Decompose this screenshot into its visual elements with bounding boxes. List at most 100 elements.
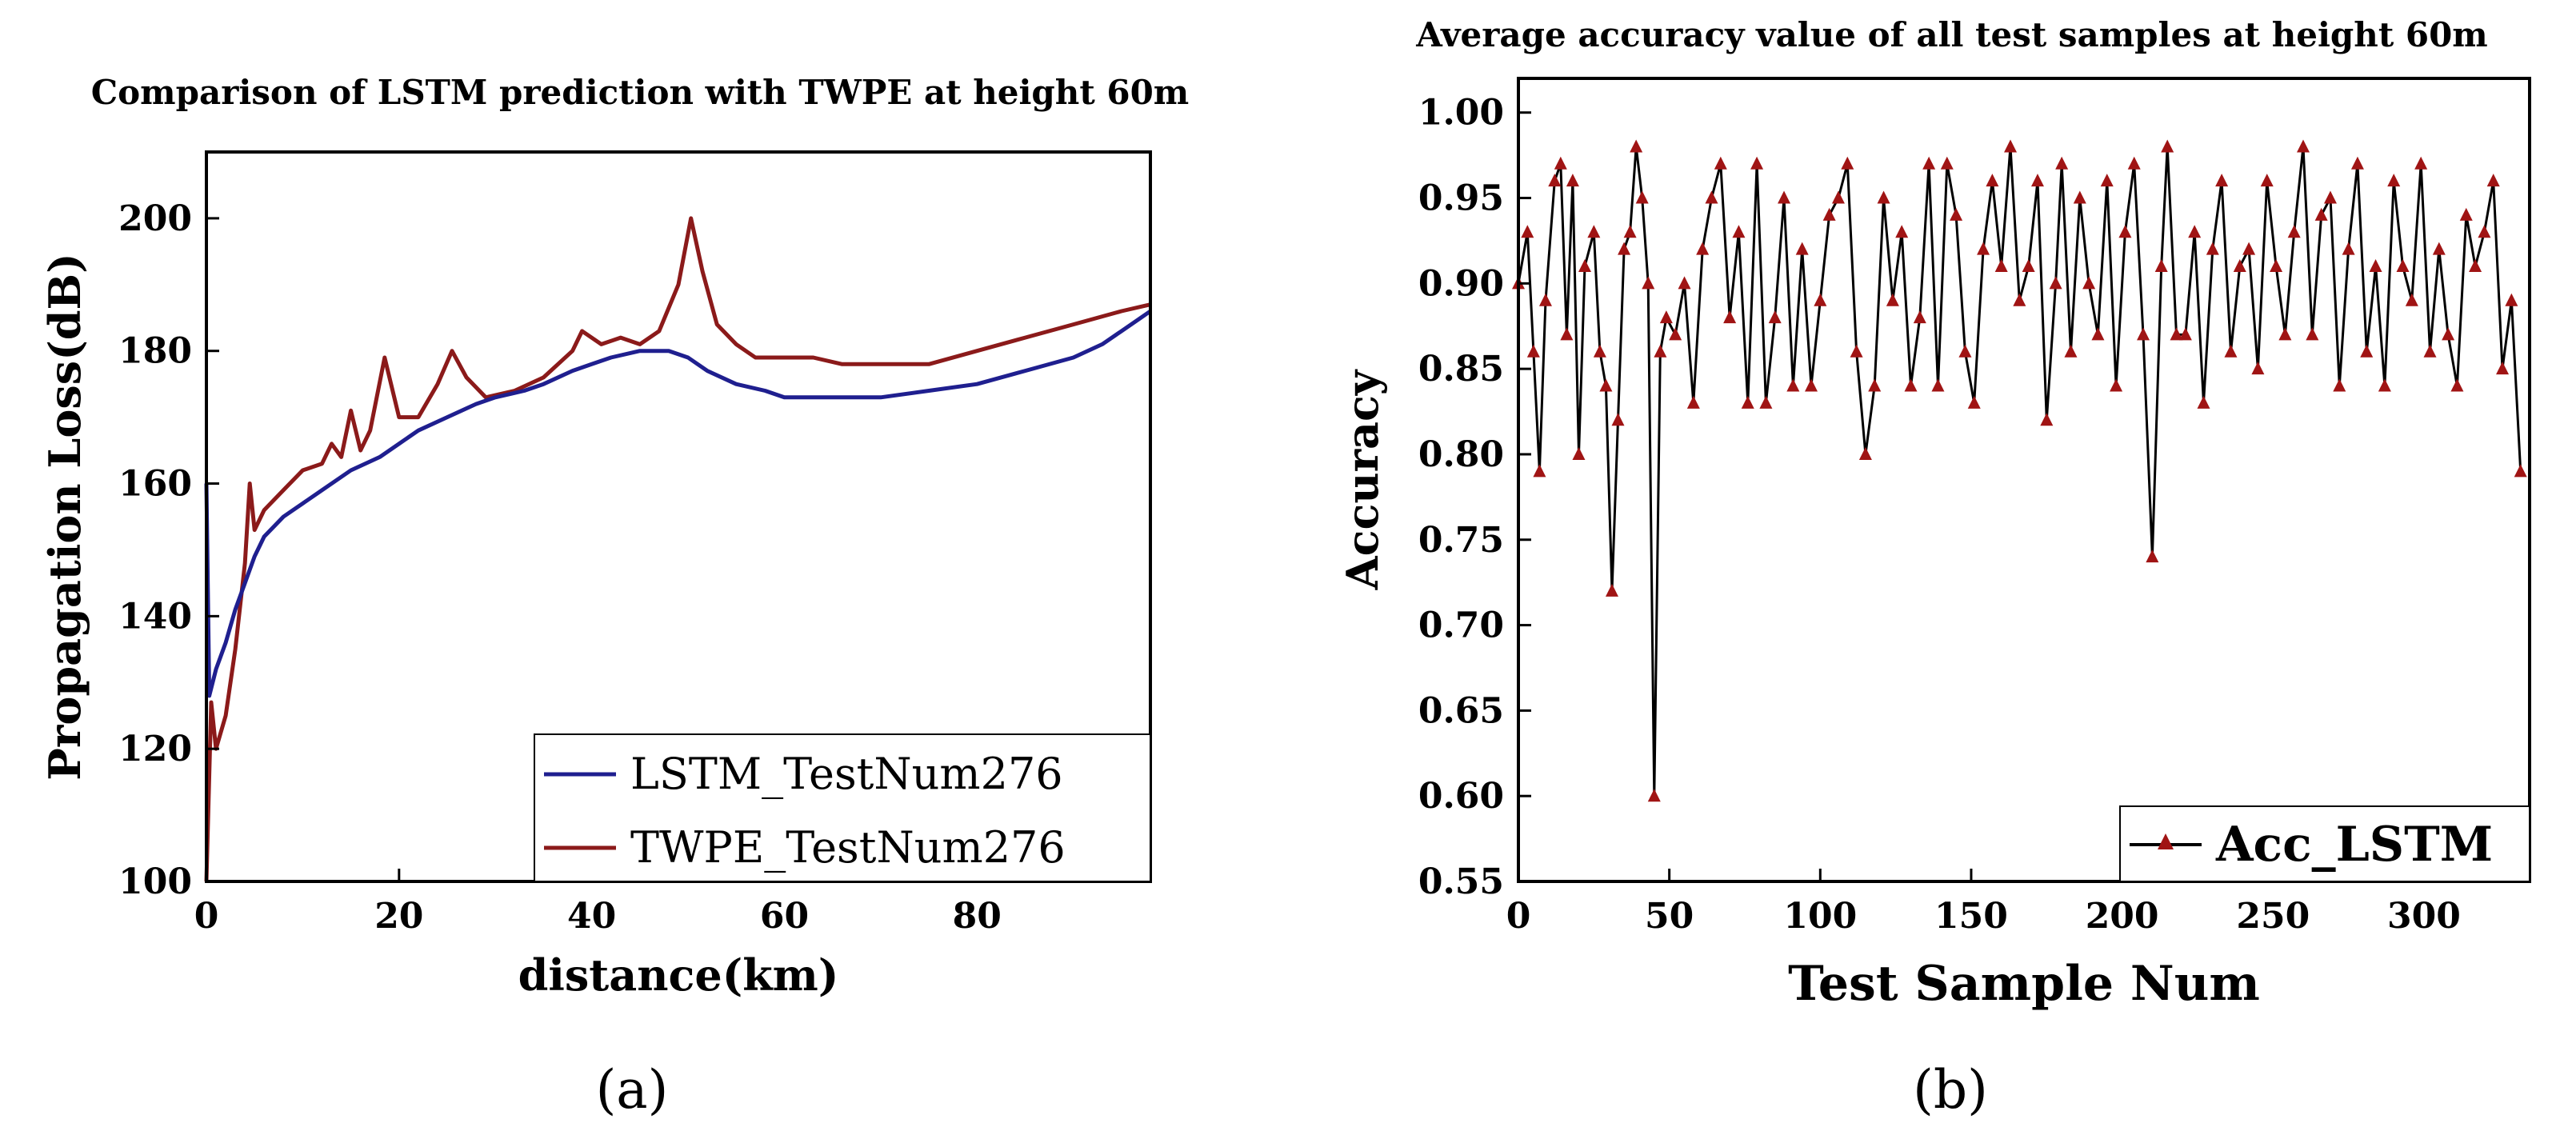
acc-point-marker bbox=[2442, 327, 2455, 341]
acc-point-marker bbox=[2314, 207, 2328, 221]
acc-point-marker bbox=[1647, 789, 1661, 802]
chart-a-y-tick-label: 140 bbox=[118, 596, 192, 637]
acc-point-marker bbox=[1732, 225, 1746, 238]
series-line-TWPE_TestNum276 bbox=[204, 216, 1151, 882]
acc-point-marker bbox=[1572, 446, 1586, 460]
acc-point-marker bbox=[2004, 139, 2018, 153]
chart-a-y-axis-label: Propagation Loss(dB) bbox=[39, 253, 90, 780]
acc-point-marker bbox=[1611, 413, 1625, 426]
chart-b-x-tick-label: 50 bbox=[1645, 896, 1694, 937]
acc-point-marker bbox=[1618, 242, 1631, 255]
acc-point-marker bbox=[1931, 378, 1945, 392]
acc-point-marker bbox=[1548, 174, 1562, 187]
series-line-Acc_LSTM bbox=[1517, 145, 2522, 797]
acc-point-marker bbox=[2049, 276, 2062, 290]
chart-b-y-tick-label: 0.85 bbox=[1418, 349, 1504, 390]
acc-point-marker bbox=[2161, 139, 2174, 153]
acc-point-marker bbox=[2215, 174, 2229, 187]
acc-point-marker bbox=[2154, 258, 2168, 272]
acc-point-marker bbox=[2278, 327, 2292, 341]
chart-b-y-tick-label: 0.65 bbox=[1418, 690, 1504, 731]
acc-point-marker bbox=[1986, 174, 1999, 187]
chart-a-x-tick-label: 80 bbox=[953, 896, 1002, 937]
acc-point-marker bbox=[1895, 225, 1909, 238]
acc-point-marker bbox=[1686, 395, 1700, 409]
chart-b-plot-frame bbox=[1517, 77, 2531, 883]
acc-point-marker bbox=[1994, 258, 2008, 272]
legend-label-twpe: TWPE_TestNum276 bbox=[630, 822, 1066, 873]
acc-point-marker bbox=[1778, 190, 1791, 204]
acc-point-marker bbox=[1877, 190, 1890, 204]
acc-point-marker bbox=[2496, 362, 2510, 375]
chart-b-y-tick-label: 0.90 bbox=[1418, 263, 1504, 304]
acc-point-marker bbox=[2013, 293, 2026, 306]
acc-point-marker bbox=[2323, 190, 2337, 204]
chart-a-x-tick-label: 20 bbox=[374, 896, 423, 937]
chart-b-y-tick-label: 0.95 bbox=[1418, 178, 1504, 219]
legend-label-lstm: LSTM_TestNum276 bbox=[630, 749, 1063, 799]
acc-point-marker bbox=[1566, 174, 1579, 187]
chart-a-legend-box bbox=[534, 733, 1151, 882]
chart-b-x-tick-label: 150 bbox=[1934, 896, 2008, 937]
acc-point-marker bbox=[2040, 413, 2054, 426]
acc-point-marker bbox=[1654, 344, 1667, 358]
acc-point-marker bbox=[2423, 344, 2437, 358]
acc-point-marker bbox=[2030, 174, 2044, 187]
acc-point-marker bbox=[2073, 190, 2086, 204]
acc-point-marker bbox=[1526, 344, 1540, 358]
acc-point-marker bbox=[2396, 258, 2410, 272]
acc-point-marker bbox=[1587, 225, 1601, 238]
acc-point-marker bbox=[1868, 378, 1882, 392]
acc-point-marker bbox=[2091, 327, 2105, 341]
acc-point-marker bbox=[1642, 276, 1655, 290]
acc-point-marker bbox=[1635, 190, 1649, 204]
chart-b-x-tick-label: 100 bbox=[1783, 896, 1857, 937]
acc-point-marker bbox=[2387, 174, 2401, 187]
legend-marker-acc-lstm bbox=[2158, 833, 2174, 849]
acc-point-marker bbox=[1759, 395, 1773, 409]
panel-b-chart: Average accuracy value of all test sampl… bbox=[1337, 15, 2531, 1121]
acc-point-marker bbox=[1538, 293, 1552, 306]
acc-point-marker bbox=[2178, 327, 2192, 341]
acc-point-marker bbox=[2432, 242, 2446, 255]
acc-point-marker bbox=[2206, 242, 2219, 255]
acc-point-marker bbox=[1786, 378, 1800, 392]
acc-point-marker bbox=[1967, 395, 1981, 409]
chart-b-legend: Acc_LSTM bbox=[2119, 805, 2530, 882]
chart-a-x-tick-label: 40 bbox=[567, 896, 616, 937]
acc-point-marker bbox=[1958, 344, 1972, 358]
acc-point-marker bbox=[2478, 225, 2491, 238]
acc-point-marker bbox=[1768, 310, 1782, 324]
acc-point-marker bbox=[2127, 156, 2141, 170]
acc-point-marker bbox=[2369, 258, 2382, 272]
acc-point-marker bbox=[1533, 464, 1546, 478]
acc-point-marker bbox=[2064, 344, 2078, 358]
acc-point-marker bbox=[2405, 293, 2418, 306]
acc-point-marker bbox=[1822, 207, 1836, 221]
chart-b-x-tick-label: 250 bbox=[2236, 896, 2310, 937]
acc-point-marker bbox=[2505, 293, 2518, 306]
acc-point-marker bbox=[1578, 258, 1592, 272]
chart-b-y-tick-label: 0.80 bbox=[1418, 434, 1504, 475]
acc-point-marker bbox=[1593, 344, 1606, 358]
chart-b-x-axis-label: Test Sample Num bbox=[1788, 956, 2260, 1012]
acc-point-marker bbox=[2342, 242, 2355, 255]
panel-a-chart: Comparison of LSTM prediction with TWPE … bbox=[39, 73, 1189, 1121]
acc-point-marker bbox=[2170, 327, 2183, 341]
chart-b-x-tick-label: 0 bbox=[1506, 896, 1531, 937]
chart-b-x-tick-label: 300 bbox=[2387, 896, 2461, 937]
acc-point-marker bbox=[2450, 378, 2464, 392]
chart-b-title: Average accuracy value of all test sampl… bbox=[1415, 15, 2487, 54]
acc-point-marker bbox=[1623, 225, 1637, 238]
acc-point-marker bbox=[2110, 378, 2123, 392]
acc-point-marker bbox=[2350, 156, 2364, 170]
chart-b-y-axis-label: Accuracy bbox=[1337, 369, 1388, 590]
acc-point-marker bbox=[1599, 378, 1613, 392]
acc-point-marker bbox=[1741, 395, 1754, 409]
chart-b-y-tick-label: 1.00 bbox=[1418, 93, 1504, 134]
acc-point-marker bbox=[2287, 225, 2301, 238]
legend-label-acc-lstm: Acc_LSTM bbox=[2215, 817, 2493, 873]
acc-point-marker bbox=[1858, 446, 1872, 460]
chart-b-y-tick-label: 0.70 bbox=[1418, 605, 1504, 646]
acc-point-marker bbox=[1669, 327, 1682, 341]
